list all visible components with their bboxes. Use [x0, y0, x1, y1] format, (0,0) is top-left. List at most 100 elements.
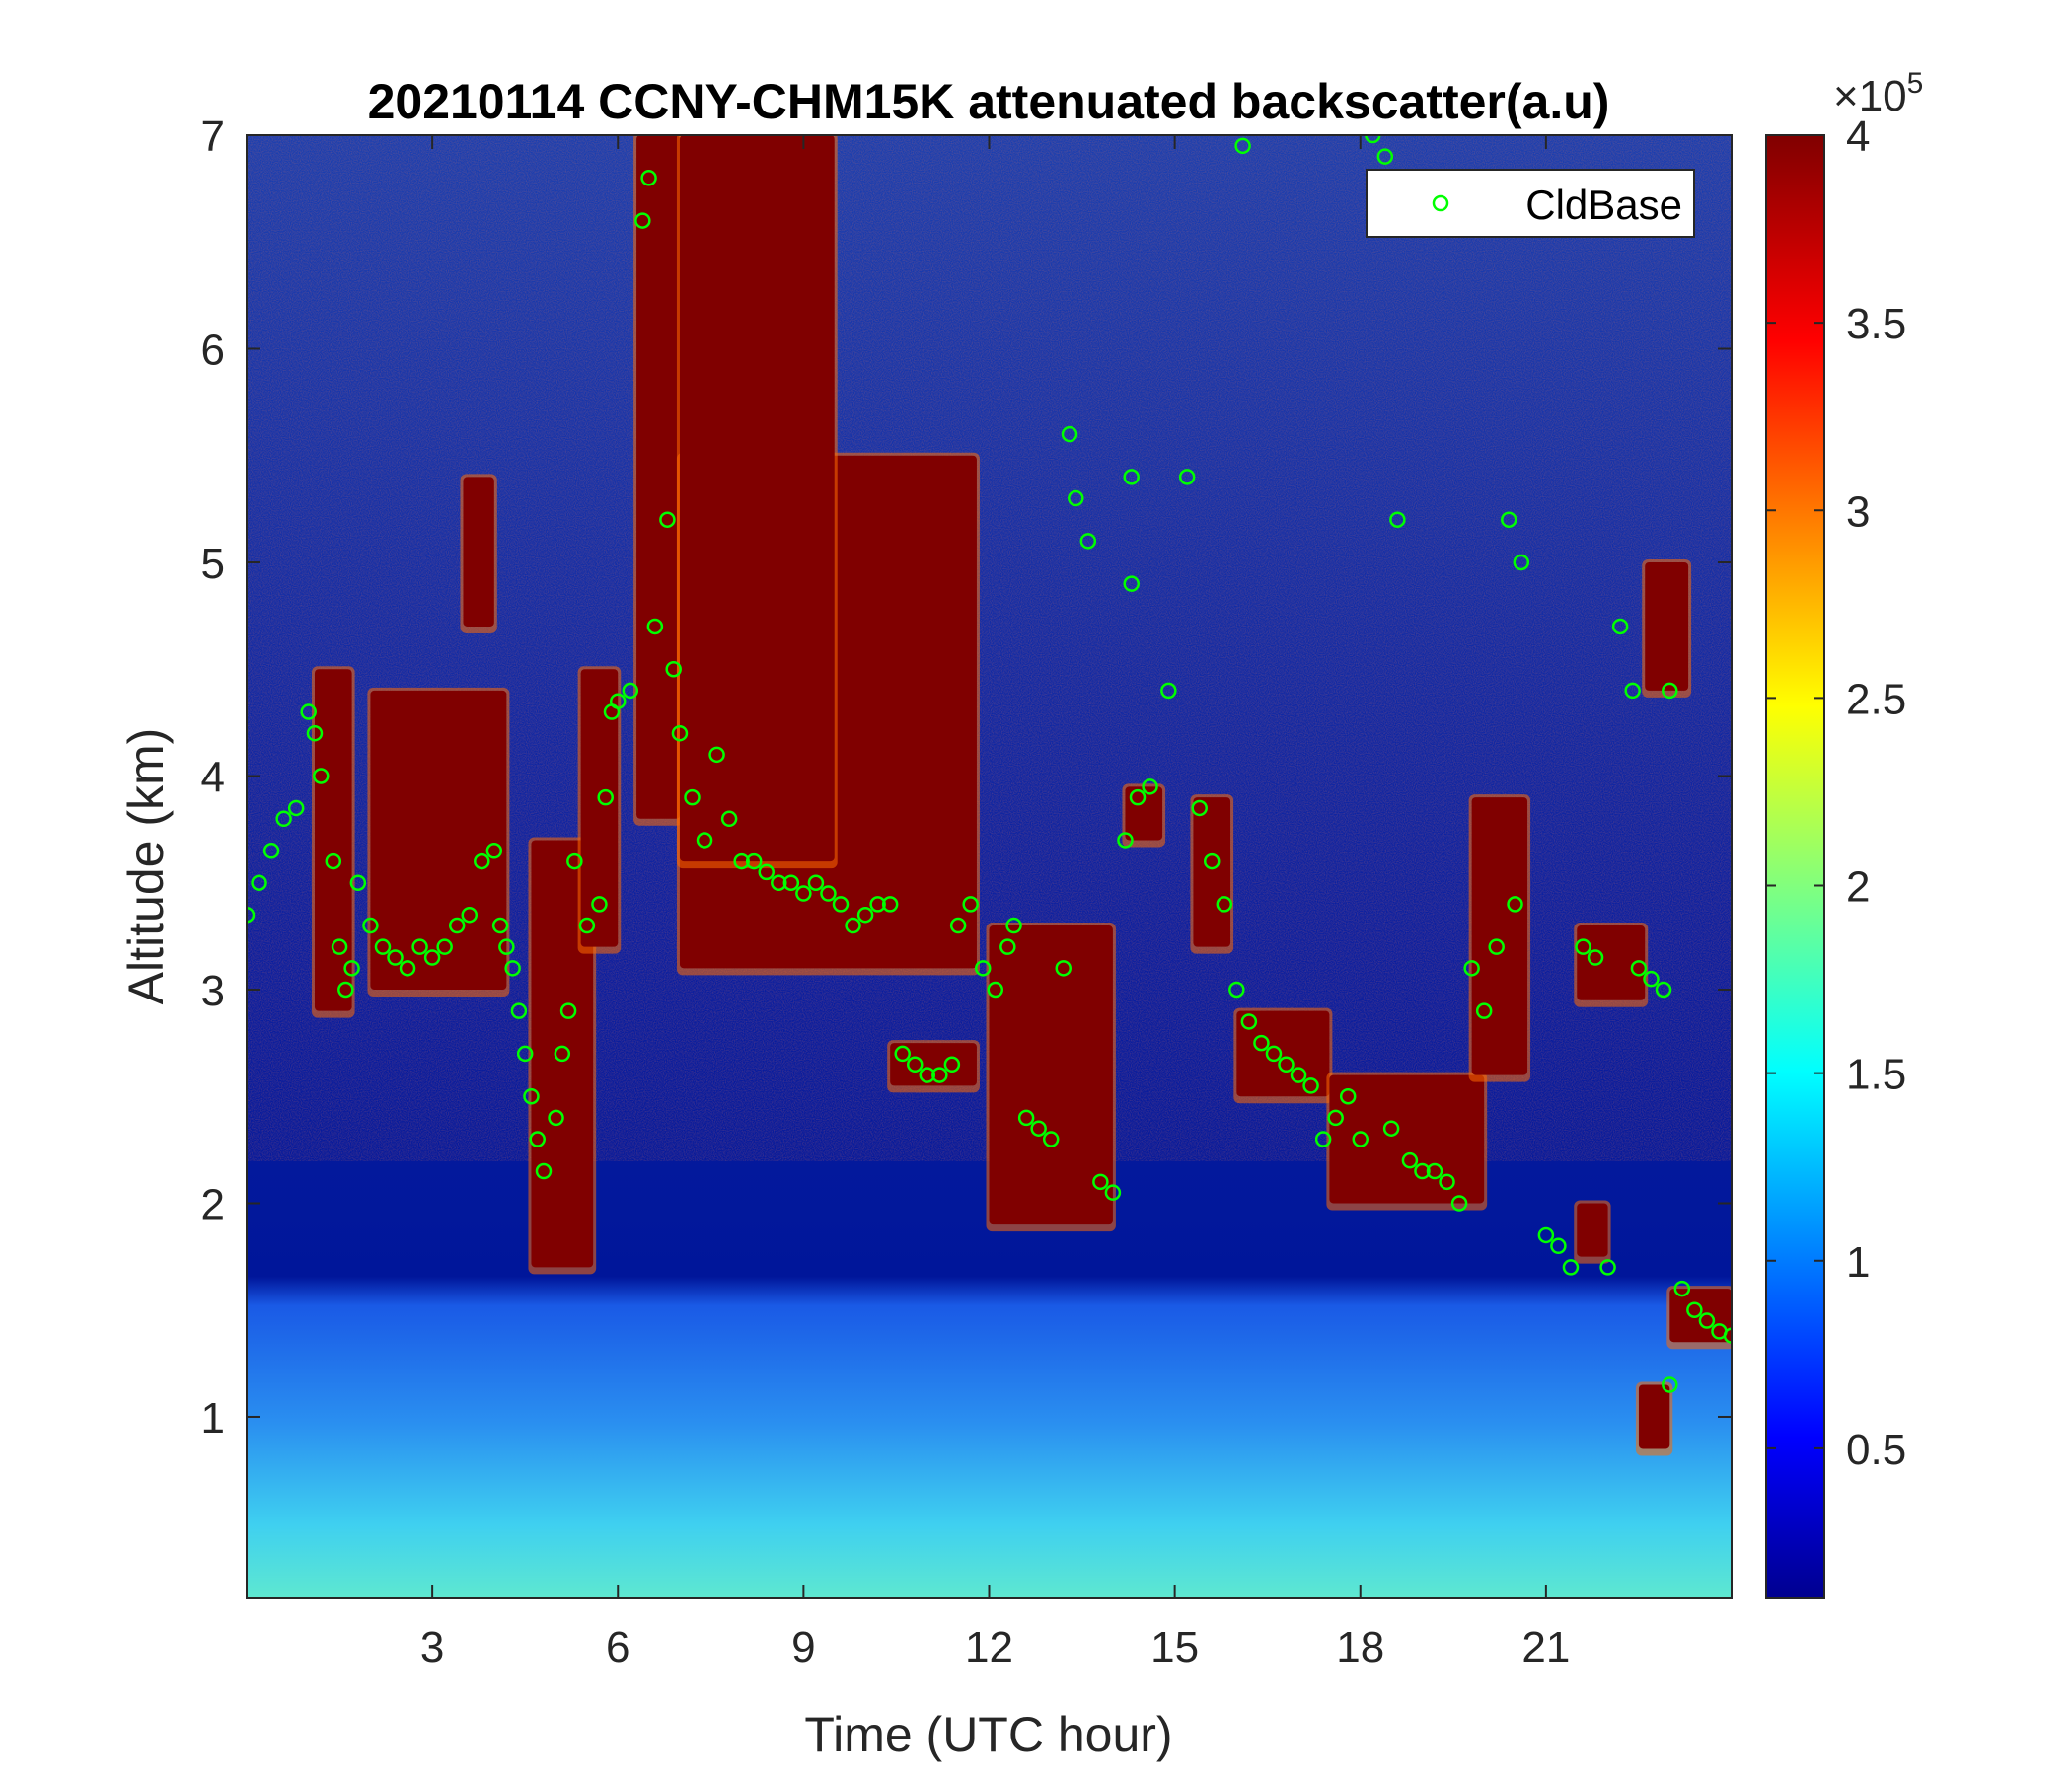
cldbase-point	[720, 810, 738, 828]
cldbase-point	[684, 788, 701, 806]
cldbase-point	[1575, 938, 1591, 955]
cldbase-point	[262, 843, 280, 859]
colorbar-tick-label: 1.5	[1846, 1051, 1906, 1099]
cldbase-point	[1042, 1131, 1060, 1147]
cldbase-point	[1643, 970, 1660, 988]
colorbar-tick-label: 2.5	[1846, 675, 1906, 723]
cldbase-point	[1228, 981, 1245, 999]
cldbase-point	[807, 874, 825, 891]
plot-area	[247, 135, 1732, 1598]
cldbase-point	[535, 1162, 553, 1180]
cldbase-point	[1234, 137, 1251, 155]
cldbase-point	[1352, 1131, 1369, 1147]
cldbase-point	[758, 863, 775, 881]
cldbase-point	[1662, 1376, 1678, 1393]
cldbase-point	[343, 960, 360, 977]
cloud-region	[1638, 1384, 1670, 1449]
legend-label-cldbase: CldBase	[1525, 182, 1682, 228]
cldbase-point	[1123, 469, 1140, 485]
cldbase-point	[387, 949, 404, 966]
cldbase-point	[491, 917, 509, 934]
cldbase-point	[999, 938, 1016, 955]
cldbase-point	[275, 810, 292, 828]
cldbase-point	[287, 799, 305, 817]
cldbase-point	[782, 874, 800, 891]
cldbase-point	[1630, 960, 1648, 977]
cldbase-point	[1055, 960, 1072, 977]
x-axis-title: Time (UTC hour)	[804, 1707, 1172, 1762]
cldbase-point	[523, 1087, 540, 1105]
cldbase-point	[448, 917, 466, 934]
cldbase-point	[869, 896, 886, 913]
cldbase-point	[591, 896, 608, 913]
cloud-layer	[311, 135, 1732, 1456]
cldbase-point	[1488, 938, 1505, 955]
cldbase-point	[1550, 1237, 1567, 1255]
cldbase-point	[745, 852, 763, 870]
cldbase-point	[845, 917, 861, 934]
x-tick-label: 12	[965, 1623, 1013, 1671]
cldbase-point	[1475, 1002, 1493, 1019]
cldbase-point	[634, 212, 651, 229]
cloud-region	[890, 1043, 977, 1086]
cldbase-point	[820, 885, 837, 902]
legend: CldBase	[1366, 169, 1695, 238]
cldbase-point	[832, 896, 850, 913]
cloud-region	[636, 135, 680, 819]
cldbase-point	[578, 917, 596, 934]
cldbase-point	[795, 885, 812, 902]
cldbase-point	[1450, 1195, 1468, 1212]
x-tick-label: 18	[1336, 1623, 1384, 1671]
cldbase-point	[1017, 1109, 1035, 1127]
x-tick-label: 21	[1521, 1623, 1570, 1671]
cldbase-point	[1673, 1280, 1691, 1297]
cldbase-point	[708, 746, 725, 764]
y-tick-label: 7	[201, 112, 225, 161]
cldbase-point	[1216, 896, 1233, 913]
cldbase-point	[949, 917, 967, 934]
x-axis: 3 6 9 12 15 18 21	[420, 135, 1570, 1671]
cldbase-point	[1611, 618, 1629, 635]
cldbase-point	[671, 724, 689, 742]
cldbase-point	[1327, 1109, 1344, 1127]
cldbase-point	[423, 949, 441, 966]
colorbar-exponent: ×105	[1833, 67, 1923, 120]
cldbase-point	[1624, 682, 1641, 700]
cldbase-point	[247, 906, 256, 924]
cldbase-point	[461, 906, 478, 924]
cldbase-point	[1414, 1162, 1431, 1180]
cldbase-point	[251, 874, 267, 891]
x-tick-label: 9	[791, 1623, 815, 1671]
cldbase-point	[554, 1045, 571, 1063]
y-tick-label: 1	[201, 1394, 225, 1443]
cldbase-point	[919, 1067, 936, 1083]
cldbase-point	[1092, 1173, 1109, 1191]
cldbase-point	[733, 852, 750, 870]
cldbase-point	[974, 960, 992, 977]
cldbase-point	[559, 1002, 577, 1019]
cldbase-point	[1501, 511, 1517, 528]
y-tick-label: 5	[201, 540, 225, 588]
cldbase-point	[1030, 1120, 1047, 1137]
colorbar-ticks: 0.5 1 1.5 2 2.5 3 3.5 4	[1766, 112, 1906, 1474]
cldbase-point	[894, 1045, 911, 1063]
cldbase-point	[659, 511, 676, 528]
cloud-region	[314, 669, 352, 1011]
cldbase-point	[510, 1002, 528, 1019]
cldbase-point	[931, 1067, 948, 1083]
cldbase-point	[1290, 1067, 1307, 1083]
cldbase-point	[1382, 1120, 1400, 1137]
cldbase-series	[247, 135, 1732, 1393]
cldbase-point	[1265, 1045, 1283, 1063]
colorbar-exponent-power: 5	[1907, 67, 1924, 100]
cldbase-point	[1068, 489, 1084, 507]
cldbase-point	[1253, 1034, 1270, 1052]
cldbase-point	[1662, 682, 1678, 700]
cldbase-point	[1562, 1259, 1580, 1276]
cldbase-point	[1599, 1259, 1616, 1276]
cloud-region	[1471, 797, 1528, 1075]
cldbase-point	[1655, 981, 1672, 999]
cldbase-point	[962, 896, 979, 913]
cldbase-point	[337, 981, 354, 999]
